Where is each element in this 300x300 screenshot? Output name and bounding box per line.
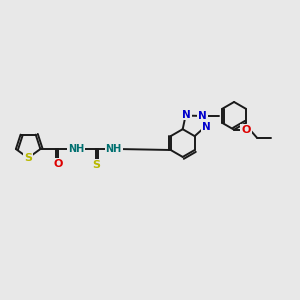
Text: S: S xyxy=(24,153,32,163)
Text: NH: NH xyxy=(68,144,84,154)
Text: S: S xyxy=(92,160,100,170)
Text: O: O xyxy=(241,125,251,135)
Text: O: O xyxy=(53,159,63,169)
Text: NH: NH xyxy=(106,144,122,154)
Text: N: N xyxy=(182,110,191,120)
Text: N: N xyxy=(198,111,207,121)
Text: N: N xyxy=(202,122,210,132)
